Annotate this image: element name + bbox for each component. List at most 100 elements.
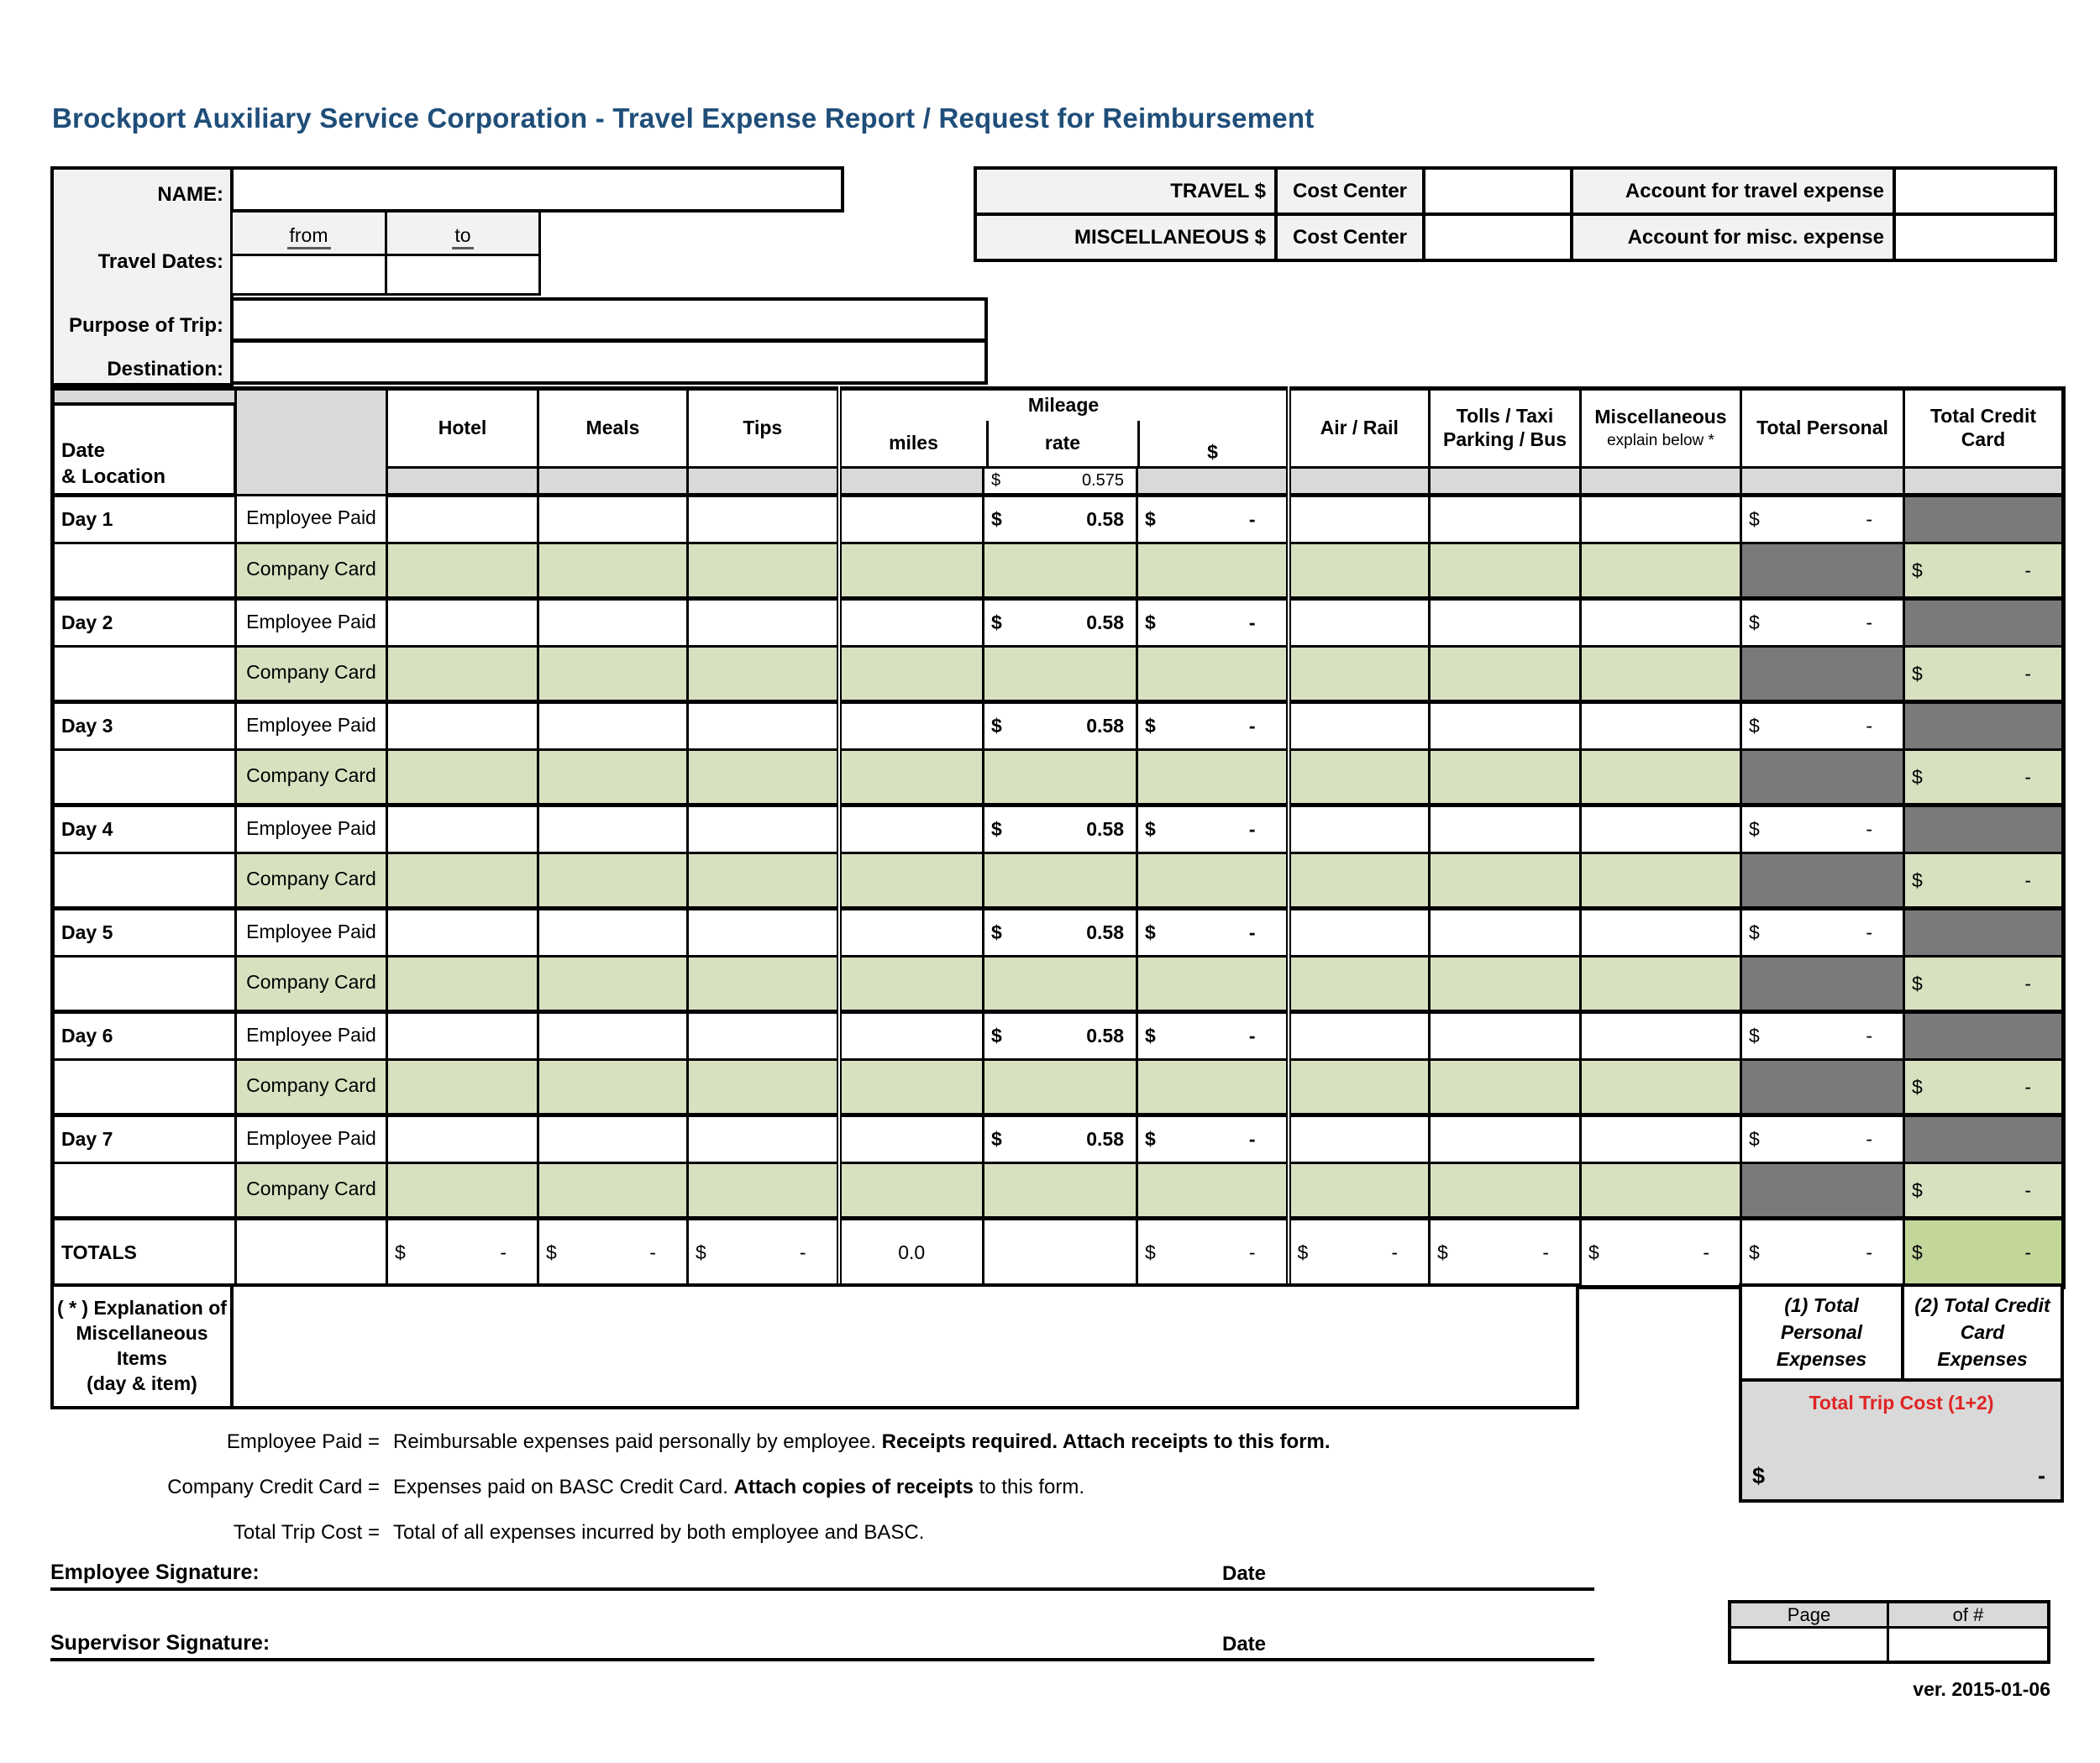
air-rail-input-cell[interactable] bbox=[1285, 1058, 1431, 1117]
misc-cost-center-field[interactable] bbox=[1422, 213, 1573, 262]
miles-input-cell[interactable] bbox=[836, 748, 984, 807]
hotel-input-cell[interactable] bbox=[386, 1058, 539, 1117]
misc-input-cell[interactable] bbox=[1579, 700, 1742, 751]
miles-input-cell[interactable] bbox=[836, 1058, 984, 1117]
hotel-input-cell[interactable] bbox=[386, 542, 539, 601]
mileage-amount-cell[interactable] bbox=[1136, 1058, 1289, 1117]
date-location-input-cell[interactable] bbox=[51, 852, 237, 910]
air-rail-input-cell[interactable] bbox=[1285, 955, 1431, 1014]
tolls-input-cell[interactable] bbox=[1428, 494, 1582, 544]
tips-input-cell[interactable] bbox=[686, 804, 840, 854]
meals-input-cell[interactable] bbox=[537, 1058, 689, 1117]
tolls-input-cell[interactable] bbox=[1428, 748, 1582, 807]
meals-input-cell[interactable] bbox=[537, 748, 689, 807]
air-rail-input-cell[interactable] bbox=[1285, 700, 1431, 751]
meals-input-cell[interactable] bbox=[537, 852, 689, 910]
tips-input-cell[interactable] bbox=[686, 1162, 840, 1220]
meals-input-cell[interactable] bbox=[537, 907, 689, 958]
tolls-input-cell[interactable] bbox=[1428, 907, 1582, 958]
hotel-input-cell[interactable] bbox=[386, 645, 539, 704]
misc-input-cell[interactable] bbox=[1579, 804, 1742, 854]
misc-input-cell[interactable] bbox=[1579, 852, 1742, 910]
tolls-input-cell[interactable] bbox=[1428, 1162, 1582, 1220]
mileage-amount-cell[interactable] bbox=[1136, 955, 1289, 1014]
misc-input-cell[interactable] bbox=[1579, 542, 1742, 601]
date-location-input-cell[interactable] bbox=[51, 748, 237, 807]
misc-input-cell[interactable] bbox=[1579, 597, 1742, 648]
tolls-input-cell[interactable] bbox=[1428, 1010, 1582, 1061]
hotel-input-cell[interactable] bbox=[386, 494, 539, 544]
air-rail-input-cell[interactable] bbox=[1285, 1010, 1431, 1061]
misc-input-cell[interactable] bbox=[1579, 1010, 1742, 1061]
tips-input-cell[interactable] bbox=[686, 597, 840, 648]
misc-input-cell[interactable] bbox=[1579, 645, 1742, 704]
misc-input-cell[interactable] bbox=[1579, 955, 1742, 1014]
misc-input-cell[interactable] bbox=[1579, 907, 1742, 958]
supervisor-signature-line[interactable] bbox=[50, 1658, 1594, 1661]
hotel-input-cell[interactable] bbox=[386, 1114, 539, 1164]
miles-input-cell[interactable] bbox=[836, 645, 984, 704]
date-location-input-cell[interactable] bbox=[51, 955, 237, 1014]
tolls-input-cell[interactable] bbox=[1428, 700, 1582, 751]
tolls-input-cell[interactable] bbox=[1428, 1114, 1582, 1164]
tips-input-cell[interactable] bbox=[686, 852, 840, 910]
tolls-input-cell[interactable] bbox=[1428, 542, 1582, 601]
to-date-field[interactable] bbox=[385, 254, 541, 296]
from-date-field[interactable] bbox=[230, 254, 387, 296]
mileage-rate-cell[interactable] bbox=[982, 542, 1138, 601]
tips-input-cell[interactable] bbox=[686, 955, 840, 1014]
miles-input-cell[interactable] bbox=[836, 852, 984, 910]
miles-input-cell[interactable] bbox=[836, 1162, 984, 1220]
miles-input-cell[interactable] bbox=[836, 597, 984, 648]
mileage-amount-cell[interactable] bbox=[1136, 1162, 1289, 1220]
tips-input-cell[interactable] bbox=[686, 748, 840, 807]
air-rail-input-cell[interactable] bbox=[1285, 542, 1431, 601]
of-number-field[interactable] bbox=[1889, 1629, 2047, 1661]
air-rail-input-cell[interactable] bbox=[1285, 1162, 1431, 1220]
purpose-field[interactable] bbox=[230, 297, 988, 342]
meals-input-cell[interactable] bbox=[537, 1114, 689, 1164]
mileage-rate-cell[interactable] bbox=[982, 1162, 1138, 1220]
page-number-field[interactable] bbox=[1731, 1629, 1889, 1661]
meals-input-cell[interactable] bbox=[537, 597, 689, 648]
travel-account-field[interactable] bbox=[1893, 166, 2057, 216]
travel-cost-center-field[interactable] bbox=[1422, 166, 1573, 216]
tips-input-cell[interactable] bbox=[686, 1010, 840, 1061]
misc-input-cell[interactable] bbox=[1579, 494, 1742, 544]
mileage-rate-cell[interactable] bbox=[982, 645, 1138, 704]
hotel-input-cell[interactable] bbox=[386, 1010, 539, 1061]
mileage-rate-cell[interactable] bbox=[982, 748, 1138, 807]
air-rail-input-cell[interactable] bbox=[1285, 907, 1431, 958]
miles-input-cell[interactable] bbox=[836, 1114, 984, 1164]
date-location-input-cell[interactable] bbox=[51, 542, 237, 601]
miles-input-cell[interactable] bbox=[836, 955, 984, 1014]
mileage-rate-cell[interactable] bbox=[982, 852, 1138, 910]
meals-input-cell[interactable] bbox=[537, 955, 689, 1014]
meals-input-cell[interactable] bbox=[537, 645, 689, 704]
hotel-input-cell[interactable] bbox=[386, 955, 539, 1014]
name-field[interactable] bbox=[230, 166, 844, 213]
air-rail-input-cell[interactable] bbox=[1285, 645, 1431, 704]
tips-input-cell[interactable] bbox=[686, 494, 840, 544]
air-rail-input-cell[interactable] bbox=[1285, 494, 1431, 544]
meals-input-cell[interactable] bbox=[537, 1010, 689, 1061]
date-location-input-cell[interactable] bbox=[51, 1162, 237, 1220]
air-rail-input-cell[interactable] bbox=[1285, 804, 1431, 854]
mileage-rate-cell[interactable] bbox=[982, 955, 1138, 1014]
tips-input-cell[interactable] bbox=[686, 1058, 840, 1117]
tolls-input-cell[interactable] bbox=[1428, 955, 1582, 1014]
hotel-input-cell[interactable] bbox=[386, 907, 539, 958]
mileage-amount-cell[interactable] bbox=[1136, 748, 1289, 807]
air-rail-input-cell[interactable] bbox=[1285, 748, 1431, 807]
tips-input-cell[interactable] bbox=[686, 542, 840, 601]
meals-input-cell[interactable] bbox=[537, 542, 689, 601]
air-rail-input-cell[interactable] bbox=[1285, 597, 1431, 648]
hotel-input-cell[interactable] bbox=[386, 597, 539, 648]
employee-signature-line[interactable] bbox=[50, 1587, 1594, 1591]
hotel-input-cell[interactable] bbox=[386, 748, 539, 807]
tolls-input-cell[interactable] bbox=[1428, 804, 1582, 854]
miles-input-cell[interactable] bbox=[836, 494, 984, 544]
tips-input-cell[interactable] bbox=[686, 645, 840, 704]
miles-input-cell[interactable] bbox=[836, 700, 984, 751]
misc-account-field[interactable] bbox=[1893, 213, 2057, 262]
